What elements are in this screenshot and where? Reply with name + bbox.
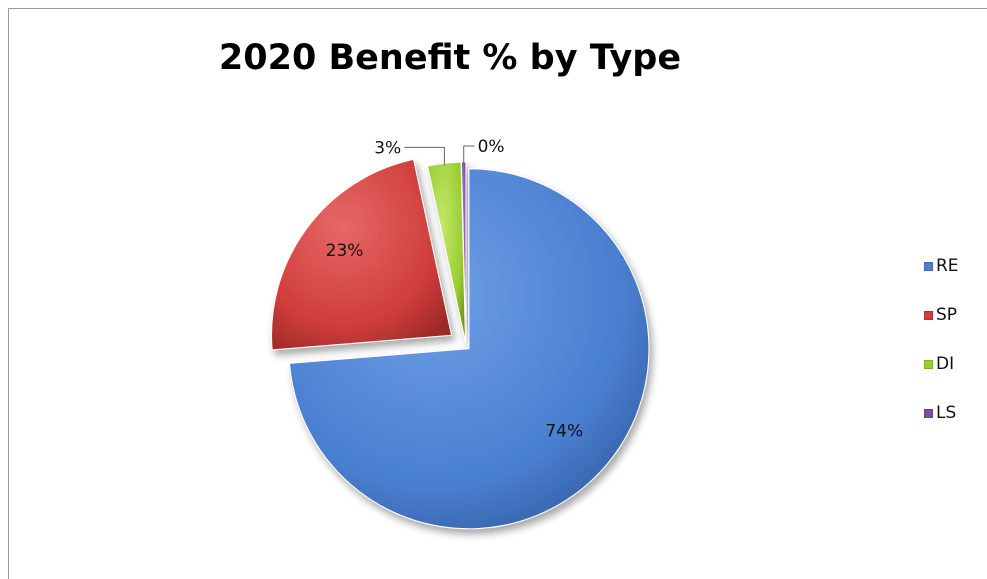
legend-swatch-re [924,261,933,271]
legend-label-ls: LS [936,403,957,423]
slice-label-re: 74% [545,422,583,442]
pie-slice-re [288,168,650,530]
legend-swatch-di [924,359,933,369]
legend-item-re: RE [924,254,959,278]
legend-item-ls: LS [924,401,959,425]
leader-line-di [404,146,445,166]
chart-legend: RE SP DI LS [924,254,959,450]
pie-chart: 74% 23% 3% 0% [271,137,650,530]
slice-label-ls: 0% [478,137,505,157]
slice-label-sp: 23% [326,241,364,261]
pie-slice-sp [271,158,453,351]
legend-label-re: RE [936,256,959,276]
legend-label-sp: SP [936,305,958,325]
legend-swatch-sp [924,310,933,320]
legend-item-sp: SP [924,303,959,327]
chart-title: 2020 Benefit % by Type [218,38,682,78]
slice-label-di: 3% [374,138,401,158]
legend-label-di: DI [936,354,955,374]
legend-swatch-ls [924,408,933,418]
leader-line-ls [463,145,475,165]
legend-item-di: DI [924,352,959,376]
